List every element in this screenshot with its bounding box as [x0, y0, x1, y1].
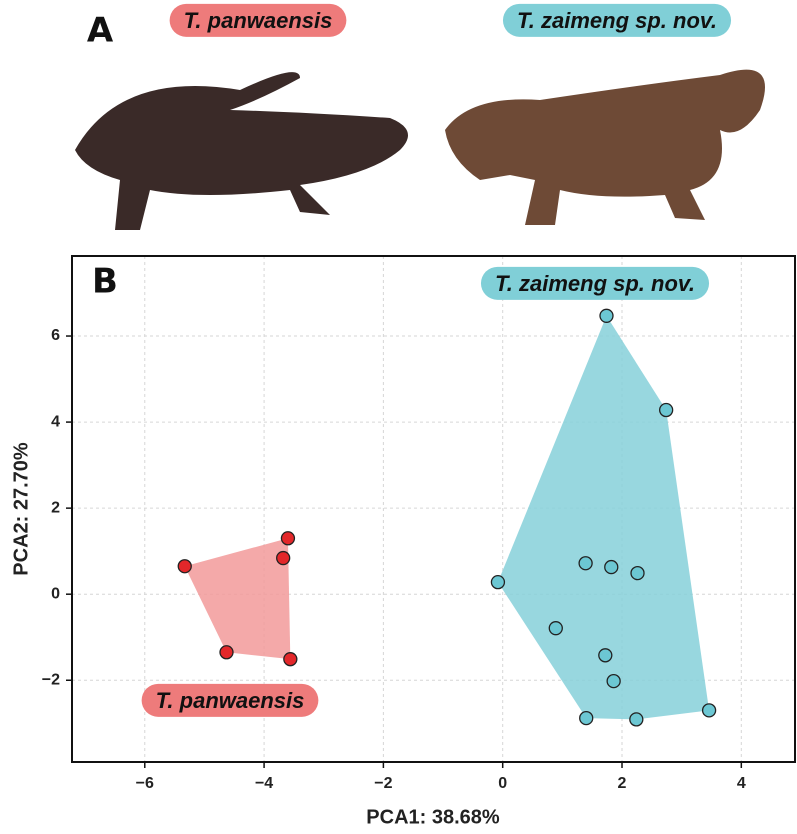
- point: [178, 560, 191, 573]
- y-tick-label: 4: [51, 413, 60, 430]
- x-tick-label: −6: [136, 775, 154, 792]
- photo-panel: A T. panwaensis T. zaimeng sp. nov.: [75, 4, 765, 230]
- point: [631, 567, 644, 580]
- y-axis-label: PCA2: 27.70%: [10, 442, 32, 576]
- point: [599, 649, 612, 662]
- x-tick-label: −2: [374, 775, 392, 792]
- x-tick-label: 0: [498, 775, 507, 792]
- figure: A T. panwaensis T. zaimeng sp. nov. −6 −4…: [0, 0, 797, 834]
- plot: −6 −4 −2 0 2 4 −2 0 2 4 6 T. panwaensis T. zaimeng s…: [42, 256, 795, 792]
- hull: [185, 538, 291, 659]
- y-tick-label: −2: [42, 671, 60, 688]
- point: [277, 552, 290, 565]
- photo-label: T. panwaensis: [184, 8, 333, 33]
- y-tick-label: 6: [51, 327, 60, 344]
- photo-newt-right: [445, 70, 765, 225]
- photo-newt-left: [75, 72, 408, 230]
- point: [630, 713, 643, 726]
- point: [607, 675, 620, 688]
- point: [491, 576, 504, 589]
- point: [580, 712, 593, 725]
- panel-label: A: [87, 11, 114, 51]
- point: [281, 532, 294, 545]
- x-tick-label: 4: [737, 775, 746, 792]
- point: [579, 557, 592, 570]
- point: [660, 404, 673, 417]
- x-tick-label: −4: [255, 775, 273, 792]
- y-tick-label: 0: [51, 585, 60, 602]
- legend-label: T. panwaensis: [156, 688, 305, 713]
- point: [703, 704, 716, 717]
- point: [600, 309, 613, 322]
- y-tick-label: 2: [51, 499, 60, 516]
- point: [284, 653, 297, 666]
- photo-label: T. zaimeng sp. nov.: [517, 8, 717, 33]
- panel-label: B: [92, 262, 118, 302]
- x-tick-label: 2: [618, 775, 627, 792]
- point: [220, 646, 233, 659]
- point: [549, 622, 562, 635]
- point: [605, 561, 618, 574]
- x-axis-label: PCA1: 38.68%: [366, 806, 500, 828]
- legend-label: T. zaimeng sp. nov.: [495, 271, 695, 296]
